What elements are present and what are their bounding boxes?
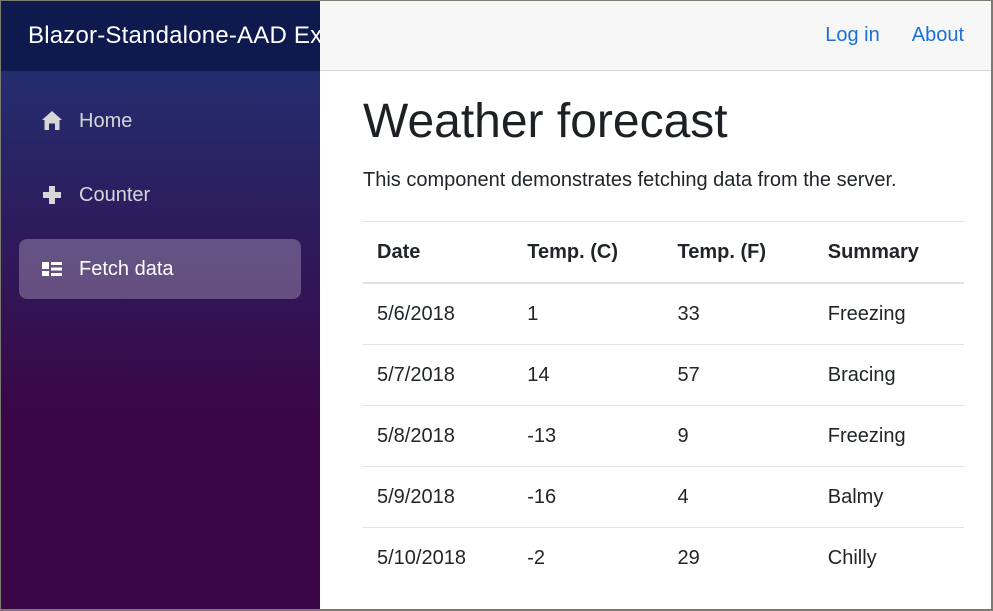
column-header-temp-f: Temp. (F) <box>663 220 814 284</box>
cell-date: 5/7/2018 <box>363 343 514 406</box>
cell-temp-c: -13 <box>513 404 664 467</box>
cell-date: 5/9/2018 <box>363 465 514 528</box>
page-title: Weather forecast <box>363 95 728 148</box>
cell-summary: Chilly <box>813 526 964 588</box>
cell-temp-c: -16 <box>513 465 664 528</box>
cell-temp-c: 1 <box>513 282 664 345</box>
about-link[interactable]: About <box>911 24 964 46</box>
home-icon <box>41 110 63 132</box>
table-row: 5/6/2018 1 33 Freezing <box>363 282 964 345</box>
cell-summary: Bracing <box>813 343 964 406</box>
cell-date: 5/10/2018 <box>363 526 514 588</box>
main-area: Log in About Weather forecast This compo… <box>320 1 991 609</box>
page-description: This component demonstrates fetching dat… <box>363 168 897 191</box>
table-row: 5/9/2018 -16 4 Balmy <box>363 465 964 528</box>
sidebar-nav: Home Counter <box>1 71 320 609</box>
cell-summary: Freezing <box>813 282 964 345</box>
sidebar-item-label: Counter <box>79 183 151 206</box>
sidebar-item-fetch-data[interactable]: Fetch data <box>19 239 301 299</box>
table-row: 5/7/2018 14 57 Bracing <box>363 343 964 406</box>
cell-temp-c: 14 <box>513 343 664 406</box>
content: Weather forecast This component demonstr… <box>320 71 991 588</box>
sidebar-item-label: Home <box>79 109 133 132</box>
forecast-table: Date Temp. (C) Temp. (F) Summary 5/6/201… <box>363 220 964 588</box>
cell-summary: Balmy <box>813 465 964 528</box>
list-rich-icon <box>41 258 63 280</box>
cell-temp-f: 29 <box>663 526 814 588</box>
sidebar-item-home[interactable]: Home <box>19 91 301 151</box>
plus-icon <box>41 184 63 206</box>
cell-temp-f: 9 <box>663 404 814 467</box>
sidebar: Blazor-Standalone-AAD Exam Home Counter <box>1 1 320 609</box>
navbar-brand-bar: Blazor-Standalone-AAD Exam <box>1 1 320 71</box>
sidebar-item-label: Fetch data <box>79 257 174 280</box>
top-bar: Log in About <box>320 1 991 71</box>
sidebar-item-counter[interactable]: Counter <box>19 165 301 225</box>
cell-summary: Freezing <box>813 404 964 467</box>
login-link[interactable]: Log in <box>825 24 880 46</box>
column-header-date: Date <box>363 220 514 284</box>
cell-temp-f: 4 <box>663 465 814 528</box>
cell-temp-c: -2 <box>513 526 664 588</box>
cell-date: 5/6/2018 <box>363 282 514 345</box>
column-header-summary: Summary <box>813 220 964 284</box>
table-row: 5/10/2018 -2 29 Chilly <box>363 526 964 588</box>
table-row: 5/8/2018 -13 9 Freezing <box>363 404 964 467</box>
cell-temp-f: 33 <box>663 282 814 345</box>
column-header-temp-c: Temp. (C) <box>513 220 664 284</box>
table-header-row: Date Temp. (C) Temp. (F) Summary <box>363 220 964 284</box>
cell-temp-f: 57 <box>663 343 814 406</box>
cell-date: 5/8/2018 <box>363 404 514 467</box>
navbar-brand[interactable]: Blazor-Standalone-AAD Exam <box>28 22 320 49</box>
